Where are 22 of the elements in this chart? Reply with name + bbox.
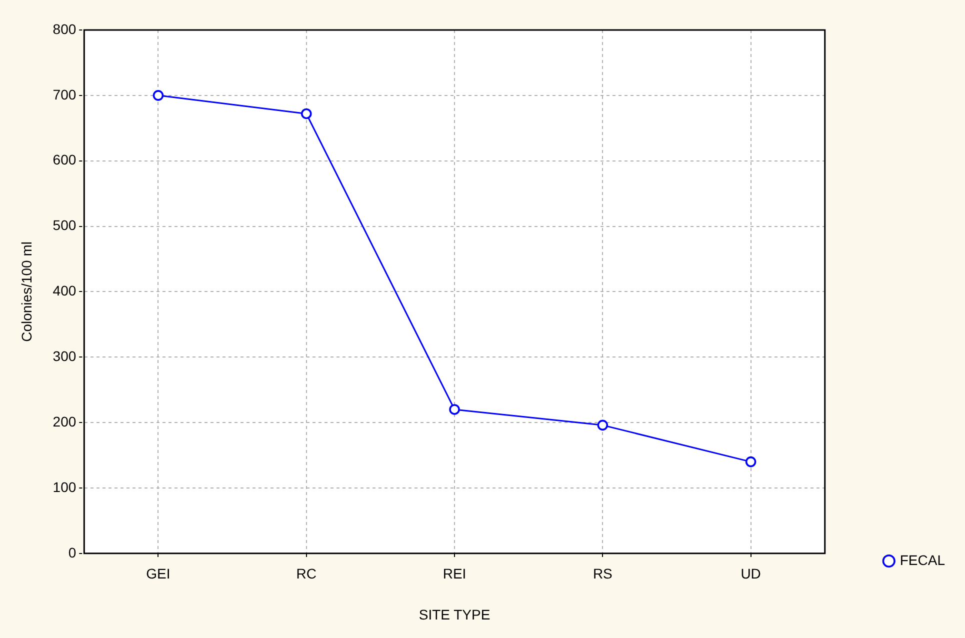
point — [152, 90, 164, 101]
x-axis-title: SITE TYPE — [418, 606, 490, 622]
point — [597, 420, 608, 431]
x-tick-label: REI — [442, 566, 466, 582]
y-tick-label: 200 — [52, 413, 76, 430]
x-tick-label: RC — [296, 566, 316, 582]
legend-label: FECAL — [900, 552, 946, 568]
point — [745, 456, 756, 468]
y-tick-label: 400 — [52, 282, 76, 299]
y-tick-label: 100 — [52, 478, 76, 495]
y-tick-label: 700 — [52, 86, 76, 102]
y-tick-label: 300 — [52, 348, 76, 364]
x-tick-label: UD — [740, 566, 761, 582]
point — [449, 404, 460, 415]
y-tick-label: 500 — [52, 217, 76, 234]
y-tick-label: 600 — [52, 152, 76, 168]
y-tick-label: 800 — [52, 20, 76, 37]
y-tick-label: 0 — [68, 544, 76, 560]
y-axis-title: Colonies/100 ml — [18, 242, 34, 342]
point — [300, 108, 312, 120]
x-tick-label: GEI — [146, 566, 170, 582]
x-tick-label: RS — [592, 566, 612, 582]
